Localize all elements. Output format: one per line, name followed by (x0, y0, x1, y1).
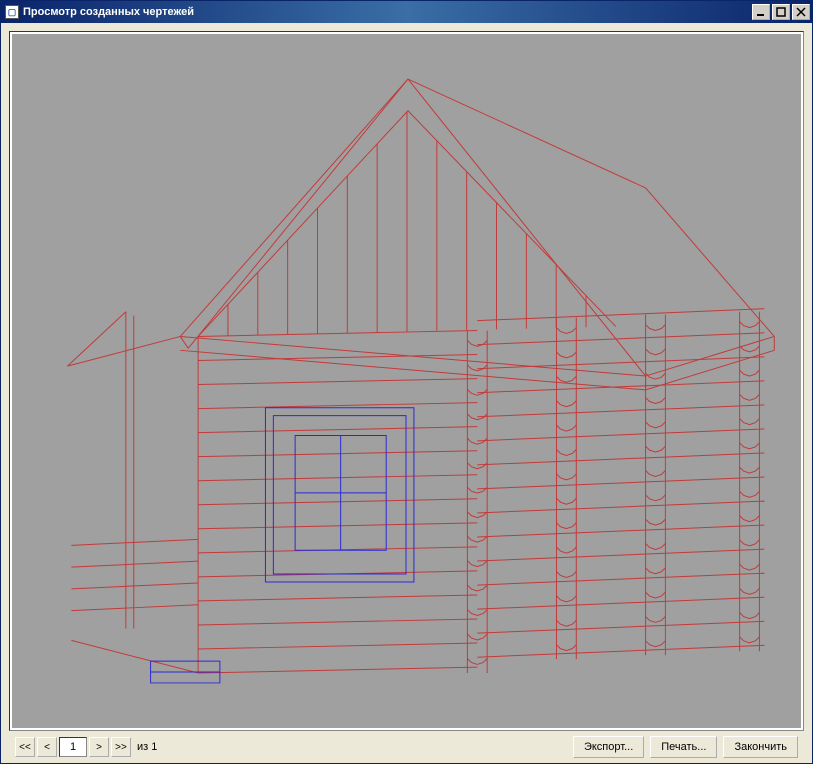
viewport-frame (9, 31, 804, 731)
pager-prev-button[interactable]: < (37, 737, 57, 757)
pager-first-button[interactable]: << (15, 737, 35, 757)
maximize-icon (776, 7, 786, 17)
titlebar-buttons (752, 4, 810, 20)
window-title: Просмотр созданных чертежей (23, 6, 194, 18)
finish-button[interactable]: Закончить (723, 736, 798, 758)
close-button[interactable] (792, 4, 810, 20)
app-icon: ▢ (5, 5, 19, 19)
drawing-canvas (12, 34, 801, 728)
action-buttons: Экспорт... Печать... Закончить (573, 736, 798, 758)
pager: << < > >> из 1 (15, 737, 157, 757)
pager-next-button[interactable]: > (89, 737, 109, 757)
export-button[interactable]: Экспорт... (573, 736, 644, 758)
pager-current-input[interactable] (59, 737, 87, 757)
content-area: << < > >> из 1 Экспорт... Печать... Зако… (1, 23, 812, 763)
bottom-toolbar: << < > >> из 1 Экспорт... Печать... Зако… (9, 731, 804, 763)
minimize-button[interactable] (752, 4, 770, 20)
pager-total: 1 (151, 741, 157, 753)
titlebar-left: ▢ Просмотр созданных чертежей (5, 5, 194, 19)
maximize-button[interactable] (772, 4, 790, 20)
close-icon (796, 7, 806, 17)
pager-of-label: из 1 (137, 741, 157, 753)
drawing-viewport[interactable] (12, 34, 801, 728)
print-button[interactable]: Печать... (650, 736, 717, 758)
pager-last-button[interactable]: >> (111, 737, 131, 757)
window-root: ▢ Просмотр созданных чертежей << < (0, 0, 813, 764)
pager-of-word: из (137, 741, 148, 753)
titlebar: ▢ Просмотр созданных чертежей (1, 1, 812, 23)
minimize-icon (756, 7, 766, 17)
